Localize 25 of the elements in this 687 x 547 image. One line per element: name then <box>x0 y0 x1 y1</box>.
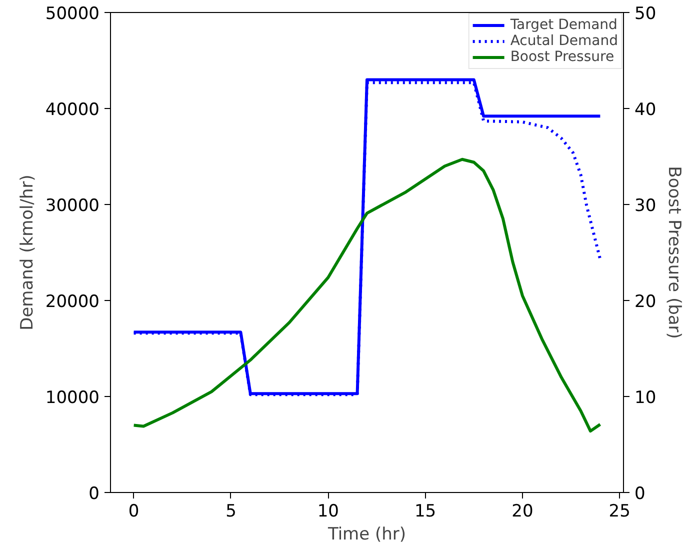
y2-tick-label: 50 <box>634 4 656 24</box>
legend-label: Boost Pressure <box>510 49 614 65</box>
y-tick-label: 30000 <box>45 196 100 216</box>
y-tick-label: 40000 <box>45 100 100 120</box>
x-axis-title: Time (hr) <box>326 524 406 544</box>
x-tick-label: 20 <box>512 502 534 522</box>
legend-label: Acutal Demand <box>510 33 618 49</box>
y2-axis-title: Boost Pressure (bar) <box>664 166 684 339</box>
y-tick-label: 10000 <box>45 388 100 408</box>
x-tick-label: 0 <box>128 502 140 522</box>
line-series <box>132 158 602 433</box>
y-tick-label: 20000 <box>45 292 100 312</box>
y-tick-label: 0 <box>88 484 100 504</box>
x-tick-label: 25 <box>608 502 630 522</box>
x-tick-label: 10 <box>317 502 339 522</box>
x-tick-label: 15 <box>414 502 436 522</box>
legend-label: Target Demand <box>510 17 618 33</box>
y2-tick-label: 10 <box>634 388 656 408</box>
y2-tick-label: 30 <box>634 196 656 216</box>
y-tick-label: 50000 <box>45 4 100 24</box>
y-axis-title: Demand (kmol/hr) <box>17 174 38 330</box>
y2-tick-label: 20 <box>634 292 656 312</box>
x-tick-label: 5 <box>226 502 236 522</box>
y2-tick-label: 0 <box>634 484 646 504</box>
y2-tick-label: 40 <box>634 100 656 120</box>
